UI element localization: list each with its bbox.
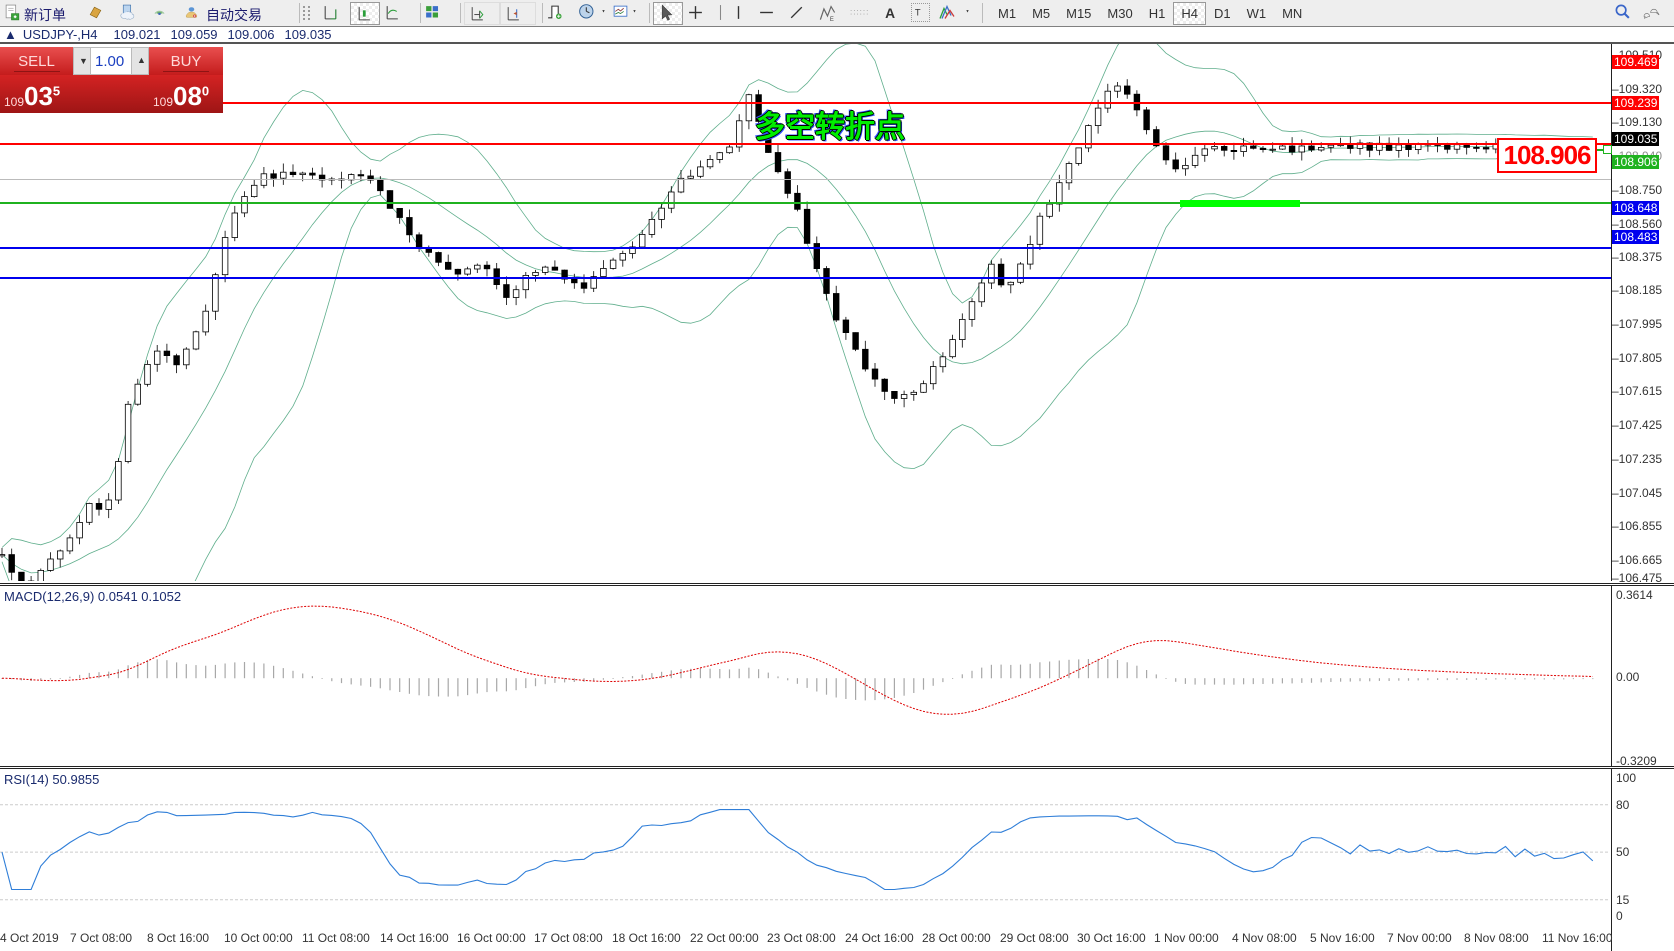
svg-text:E: E [830, 17, 834, 22]
svg-text:T: T [915, 7, 921, 17]
svg-text:A: A [885, 5, 895, 21]
svg-text:::::::: :::::: [850, 8, 869, 17]
